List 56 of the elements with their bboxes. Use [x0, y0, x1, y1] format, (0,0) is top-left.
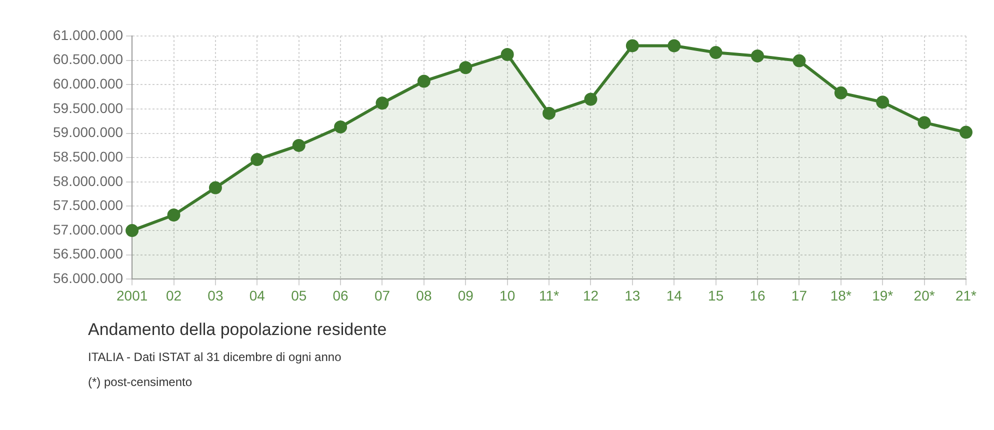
- point: [459, 61, 472, 74]
- point: [250, 153, 264, 166]
- point: [542, 106, 556, 120]
- point: [626, 39, 639, 52]
- point: [334, 120, 348, 134]
- y-tick-label: 60.500.000: [52, 51, 124, 68]
- y-tick-label: 59.500.000: [52, 100, 124, 116]
- y-tick-label: 58.500.000: [52, 148, 124, 164]
- x-tick-label: 15: [708, 287, 724, 304]
- point: [668, 39, 681, 52]
- y-tick-label: 56.000.000: [52, 270, 124, 286]
- point: [126, 224, 139, 238]
- point: [876, 96, 890, 109]
- x-tick-label: 03: [208, 287, 224, 304]
- x-tick-label: 14: [666, 287, 682, 304]
- x-tick-label: 13: [624, 287, 640, 304]
- y-tick-label: 61.000.000: [52, 26, 124, 43]
- x-tick-label: 20*: [914, 287, 936, 304]
- x-tick-label: 05: [291, 287, 307, 304]
- x-tick-label: 06: [332, 287, 349, 304]
- point: [584, 92, 598, 106]
- x-tick-label: 09: [458, 287, 474, 304]
- point: [292, 138, 306, 152]
- x-tick-label: 07: [374, 287, 390, 304]
- x-tick-label: 08: [416, 287, 432, 304]
- y-tick-label: 59.000.000: [52, 124, 124, 140]
- point: [918, 116, 931, 130]
- text: (*) post-censimento: [88, 375, 194, 389]
- x-tick-label: 04: [249, 287, 266, 304]
- point: [376, 96, 389, 110]
- x-tick-label: 16: [750, 287, 766, 304]
- y-tick-label: 58.000.000: [52, 172, 124, 189]
- x-tick-label: 12: [582, 287, 599, 304]
- y-tick-label: 60.000.000: [52, 76, 124, 92]
- point: [960, 126, 972, 139]
- point: [709, 46, 722, 60]
- point: [167, 208, 180, 222]
- x-tick-label: 18*: [830, 287, 852, 304]
- y-tick-label: 56.500.000: [52, 246, 124, 262]
- text: ITALIA - Dati ISTAT al 31 dicembre di ogni anno: [88, 350, 342, 364]
- x-tick-label: 2001: [116, 287, 148, 304]
- point: [208, 181, 222, 194]
- x-tick-label: 02: [166, 287, 182, 304]
- point: [792, 54, 806, 68]
- x-tick-label: 17: [791, 287, 808, 304]
- y-tick-label: 57.500.000: [52, 197, 124, 214]
- x-tick-label: 10: [500, 287, 516, 304]
- text: Andamento della popolazione residente: [88, 320, 387, 340]
- point: [834, 86, 848, 100]
- point: [751, 49, 764, 62]
- x-tick-label: 19*: [872, 287, 894, 304]
- x-tick-label: 21*: [955, 287, 978, 304]
- point: [417, 74, 430, 88]
- x-tick-label: 11*: [539, 287, 560, 304]
- point: [500, 48, 514, 61]
- y-tick-label: 57.000.000: [52, 221, 124, 238]
